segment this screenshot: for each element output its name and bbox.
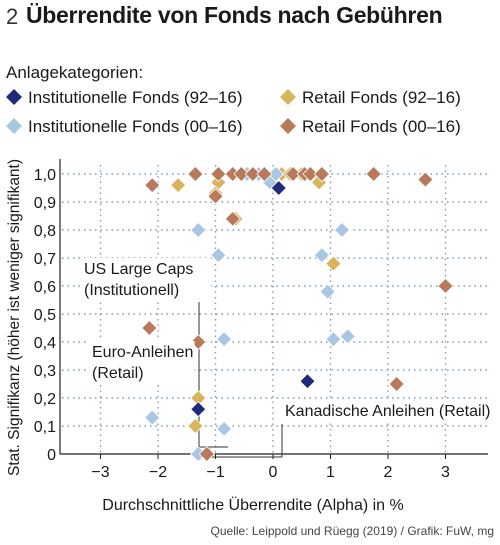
annotation-bg xyxy=(80,258,212,302)
y-tick-label: 0,4 xyxy=(34,335,56,352)
legend-marker-icon xyxy=(280,89,296,105)
marker-institutional-00-16 xyxy=(267,165,284,183)
marker-retail-00-16 xyxy=(144,177,161,194)
annotation-label: Kanadische Anleihen (Retail) xyxy=(285,403,490,420)
marker-institutional-00-16 xyxy=(216,420,233,437)
marker-retail-00-16 xyxy=(198,445,215,463)
annotation-bg xyxy=(281,400,500,423)
chart-title: Überrendite von Fonds nach Gebühren xyxy=(26,2,443,28)
marker-institutional-00-16 xyxy=(190,221,207,239)
legend-entry: Retail Fonds (92–16) xyxy=(302,88,461,107)
x-tick-label: −3 xyxy=(91,464,109,481)
legend-entry: Institutionelle Fonds (92–16) xyxy=(28,88,243,107)
y-tick-label: 0,1 xyxy=(34,419,56,436)
marker-institutional-00-16 xyxy=(339,328,356,345)
x-tick-label: 2 xyxy=(384,464,393,481)
y-tick-label: 0 xyxy=(47,447,56,464)
y-tick-label: 0,5 xyxy=(34,307,56,324)
marker-institutional-00-16 xyxy=(319,283,336,300)
marker-retail-00-16 xyxy=(285,165,302,183)
y-tick-label: 0,3 xyxy=(34,363,56,380)
annotation-label: Euro-Anleihen xyxy=(92,344,193,361)
chart-header: 2 Überrendite von Fonds nach Gebühren xyxy=(6,2,496,32)
marker-retail-92-16 xyxy=(170,177,187,194)
legend-entry: Institutionelle Fonds (00–16) xyxy=(28,117,243,136)
legend-entry: Retail Fonds (00–16) xyxy=(302,117,461,136)
x-tick-label: 0 xyxy=(269,464,278,481)
figure-number: 2 xyxy=(6,4,19,29)
marker-institutional-92-16 xyxy=(299,373,316,390)
x-axis-label: Durchschnittliche Überrendite (Alpha) in… xyxy=(102,496,403,514)
annotation-bg xyxy=(88,341,195,385)
marker-retail-00-16 xyxy=(313,165,330,183)
marker-retail-00-16 xyxy=(233,165,250,183)
marker-retail-00-16 xyxy=(388,375,405,393)
y-tick-label: 0,8 xyxy=(34,223,56,240)
y-axis-label: Stat. Signifikanz (höher ist weniger sig… xyxy=(6,159,23,476)
marker-institutional-00-16 xyxy=(313,247,330,264)
x-tick-label: 1 xyxy=(326,464,335,481)
marker-institutional-00-16 xyxy=(216,331,233,348)
marker-institutional-00-16 xyxy=(333,221,351,239)
x-tick-label: −1 xyxy=(206,464,224,481)
marker-retail-00-16 xyxy=(187,165,204,183)
y-tick-label: 0,6 xyxy=(34,279,56,296)
marker-retail-92-16 xyxy=(187,417,204,435)
legend-marker-icon xyxy=(6,118,22,134)
marker-institutional-00-16 xyxy=(325,331,342,348)
y-tick-label: 0,9 xyxy=(34,195,56,212)
marker-retail-00-16 xyxy=(244,165,261,183)
marker-retail-00-16 xyxy=(302,165,319,183)
marker-institutional-92-16 xyxy=(190,401,207,418)
legend-title: Anlagekategorien: xyxy=(6,63,143,82)
marker-institutional-00-16 xyxy=(144,409,161,426)
marker-retail-00-16 xyxy=(417,171,434,188)
marker-institutional-00-16 xyxy=(210,247,227,264)
marker-retail-00-16 xyxy=(224,210,241,227)
marker-retail-00-16 xyxy=(141,319,158,337)
marker-retail-00-16 xyxy=(365,165,382,183)
marker-retail-00-16 xyxy=(207,188,224,205)
marker-retail-92-16 xyxy=(325,255,342,272)
marker-retail-00-16 xyxy=(437,277,454,295)
x-tick-label: −2 xyxy=(149,464,167,481)
y-tick-label: 1,0 xyxy=(34,167,56,184)
legend-marker-icon xyxy=(280,118,296,134)
annotation-label: US Large Caps xyxy=(84,261,193,278)
marker-retail-00-16 xyxy=(210,165,227,183)
annotation-label: (Institutionell) xyxy=(84,282,179,299)
marker-retail-00-16 xyxy=(256,165,273,183)
annotation-leader xyxy=(210,424,283,458)
y-tick-label: 0,2 xyxy=(34,391,56,408)
source-note: Quelle: Leippold und Rüegg (2019) / Graf… xyxy=(210,524,494,538)
y-tick-label: 0,7 xyxy=(34,251,56,268)
x-tick-label: 3 xyxy=(441,464,450,481)
annotation-label: (Retail) xyxy=(92,365,144,382)
legend-marker-icon xyxy=(6,89,22,105)
marker-institutional-92-16 xyxy=(270,179,287,197)
